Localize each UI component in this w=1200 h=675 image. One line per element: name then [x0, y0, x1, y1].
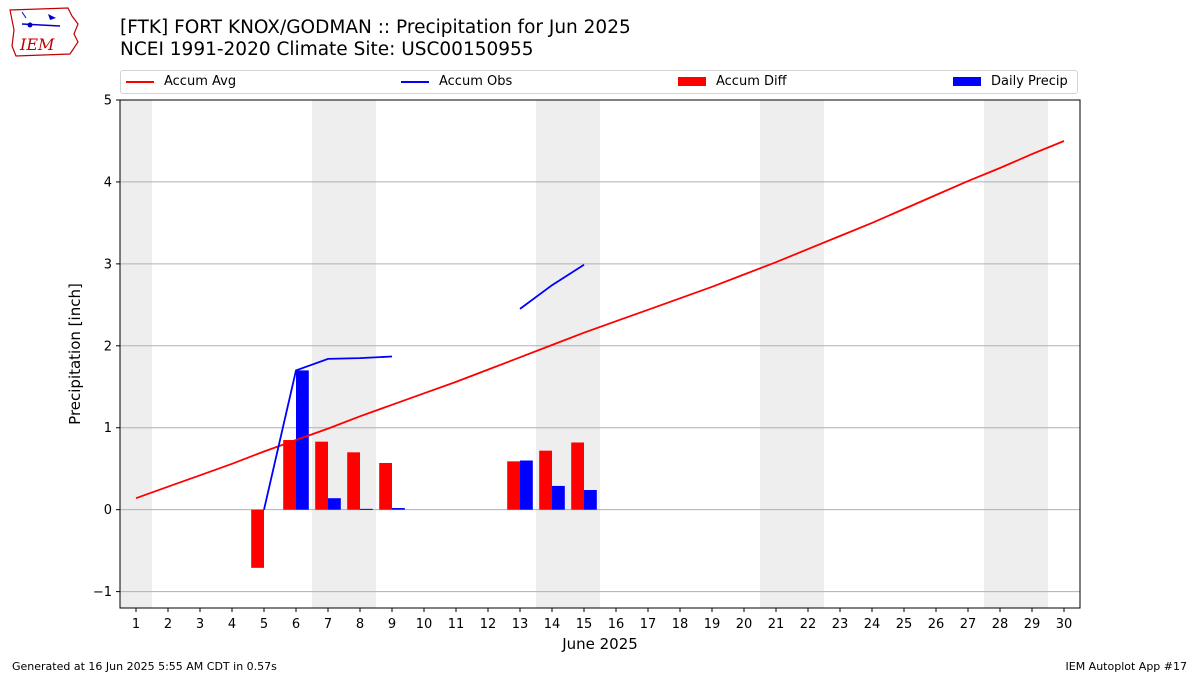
- x-tick-label: 26: [928, 617, 945, 632]
- daily-precip-bar: [520, 460, 533, 510]
- daily-precip-bar: [552, 485, 565, 510]
- x-tick-label: 3: [196, 617, 204, 632]
- accum-obs-line: [263, 355, 393, 510]
- y-axis-ticks: −1 0 1 2 3 4 5: [93, 94, 120, 600]
- x-tick-label: 27: [960, 617, 977, 632]
- series-lines: [135, 140, 1065, 510]
- x-axis-ticks: 1 2 3 4 5 6 7 8 9 10 11 12 13 14 15 16 17 18 19 20 21 22 23 24 2…: [132, 608, 1072, 632]
- legend-swatch: [953, 77, 981, 86]
- x-tick-label: 20: [736, 617, 753, 632]
- daily-precip-bar: [392, 508, 405, 510]
- legend-label: Daily Precip: [991, 74, 1068, 89]
- x-tick-label: 14: [544, 617, 561, 632]
- title-line-2: NCEI 1991-2020 Climate Site: USC00150955: [120, 39, 534, 60]
- legend-item-accum-diff: Accum Diff: [678, 74, 787, 89]
- weekend-band: [568, 100, 600, 608]
- accum-obs-line: [519, 263, 585, 310]
- x-axis-label: June 2025: [561, 635, 638, 653]
- y-tick-label: 1: [104, 421, 112, 436]
- accum-diff-bar: [379, 462, 392, 510]
- daily-precip-bar: [360, 508, 373, 510]
- footer-app: IEM Autoplot App #17: [1065, 660, 1188, 673]
- y-axis-label: Precipitation [inch]: [66, 283, 84, 425]
- weekend-band: [1016, 100, 1048, 608]
- legend-swatch: [678, 77, 706, 86]
- legend-item-accum-avg: Accum Avg: [126, 74, 236, 89]
- legend-swatch: [401, 80, 429, 83]
- x-tick-label: 5: [260, 617, 268, 632]
- y-tick-label: −1: [93, 585, 112, 600]
- y-tick-label: 4: [104, 175, 112, 190]
- legend-label: Accum Obs: [439, 74, 513, 89]
- accum-diff-bar: [507, 461, 520, 510]
- x-tick-label: 2: [164, 617, 172, 632]
- x-tick-label: 13: [512, 617, 529, 632]
- x-tick-label: 23: [832, 617, 849, 632]
- weekend-band: [120, 100, 152, 608]
- x-tick-label: 1: [132, 617, 140, 632]
- bars: [251, 370, 597, 568]
- accum-diff-bar: [571, 442, 584, 510]
- iem-logo: IEM: [8, 6, 80, 60]
- footer-generated: Generated at 16 Jun 2025 5:55 AM CDT in …: [12, 660, 277, 673]
- x-tick-label: 16: [608, 617, 625, 632]
- legend-item-accum-obs: Accum Obs: [401, 74, 512, 89]
- weekend-shading: [120, 100, 1048, 608]
- x-tick-label: 25: [896, 617, 913, 632]
- legend: Accum Avg Accum Obs Accum Diff Daily Pre…: [120, 70, 1078, 94]
- x-tick-label: 19: [704, 617, 721, 632]
- title-line-1: [FTK] FORT KNOX/GODMAN :: Precipitation …: [120, 17, 631, 38]
- x-tick-label: 22: [800, 617, 817, 632]
- accum-diff-bar: [347, 452, 360, 510]
- accum-diff-bar: [539, 450, 552, 510]
- x-tick-label: 24: [864, 617, 881, 632]
- y-tick-label: 3: [104, 257, 112, 272]
- x-tick-label: 29: [1024, 617, 1041, 632]
- svg-text:IEM: IEM: [19, 35, 55, 54]
- x-tick-label: 9: [388, 617, 396, 632]
- x-tick-label: 11: [448, 617, 465, 632]
- accum-diff-bar: [283, 440, 296, 510]
- accum-diff-bar: [315, 441, 328, 510]
- daily-precip-bar: [328, 498, 341, 510]
- x-tick-label: 28: [992, 617, 1009, 632]
- y-tick-label: 2: [104, 339, 112, 354]
- x-tick-label: 17: [640, 617, 657, 632]
- legend-item-daily-precip: Daily Precip: [953, 74, 1068, 89]
- y-tick-label: 5: [104, 94, 112, 109]
- x-tick-label: 18: [672, 617, 689, 632]
- accum-avg-line: [135, 140, 1065, 500]
- x-tick-label: 4: [228, 617, 236, 632]
- legend-swatch: [126, 80, 154, 83]
- accum-diff-bar: [251, 509, 264, 568]
- x-tick-label: 15: [576, 617, 593, 632]
- x-tick-label: 30: [1056, 617, 1073, 632]
- x-tick-label: 7: [324, 617, 332, 632]
- iem-state-outline-icon: IEM: [9, 7, 79, 57]
- x-tick-label: 6: [292, 617, 300, 632]
- chart-title: [FTK] FORT KNOX/GODMAN :: Precipitation …: [120, 17, 631, 61]
- y-tick-label: 0: [104, 503, 112, 518]
- x-tick-label: 12: [480, 617, 497, 632]
- x-tick-label: 8: [356, 617, 364, 632]
- legend-label: Accum Diff: [716, 74, 787, 89]
- legend-label: Accum Avg: [164, 74, 237, 89]
- daily-precip-bar: [296, 370, 309, 510]
- weekend-band: [312, 100, 344, 608]
- x-tick-label: 10: [416, 617, 433, 632]
- weekend-band: [344, 100, 376, 608]
- daily-precip-bar: [584, 490, 597, 510]
- x-tick-label: 21: [768, 617, 785, 632]
- weekend-band: [760, 100, 792, 608]
- weekend-band: [984, 100, 1016, 608]
- plot-frame: [119, 99, 1081, 609]
- weekend-band: [792, 100, 824, 608]
- weekend-band: [536, 100, 568, 608]
